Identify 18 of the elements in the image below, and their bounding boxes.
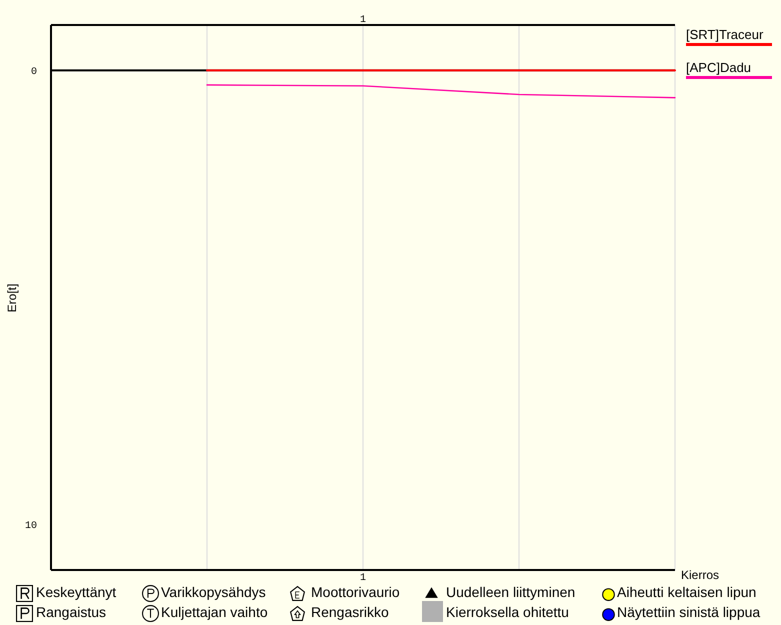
line-series xyxy=(206,84,676,98)
series-label: [APC]Dadu xyxy=(686,60,752,75)
y-tick-label: 0 xyxy=(30,66,37,78)
x-axis-title: Kierros xyxy=(681,568,720,582)
text: Aiheutti keltaisen lipun xyxy=(617,584,756,600)
text: Uudelleen liittyminen xyxy=(446,584,576,600)
text: Rangaistus xyxy=(36,604,106,620)
text: Kierroksella ohitettu xyxy=(446,604,569,620)
y-tick-label: 10 xyxy=(24,521,37,532)
text: Moottorivaurio xyxy=(311,584,400,600)
text: [SRT]Traceur xyxy=(686,27,764,42)
text: Varikkopysähdys xyxy=(161,584,266,600)
text: Näytettiin sinistä lippua xyxy=(617,604,760,620)
text: Kuljettajan vaihto xyxy=(161,604,268,620)
text: Keskeyttänyt xyxy=(36,584,116,600)
y-axis-title: Ero[t] xyxy=(5,283,19,312)
category-label: 1 xyxy=(360,15,366,26)
text: Rengasrikko xyxy=(311,604,389,620)
